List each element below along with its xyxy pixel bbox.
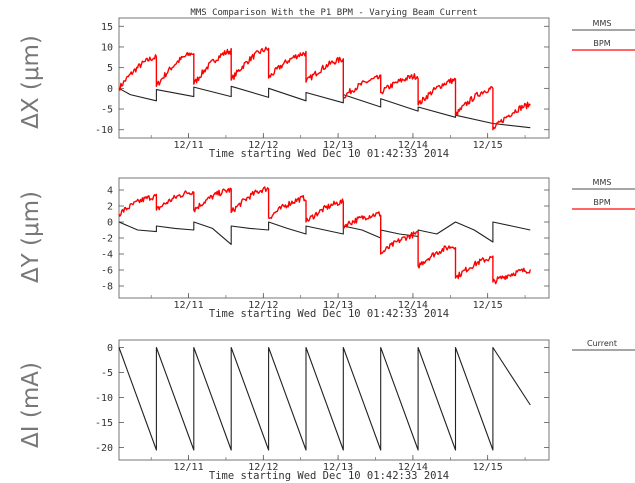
y-tick-label: -8 <box>101 282 113 293</box>
series-bpm-line <box>118 46 531 131</box>
legend-label-mms: MMS <box>593 178 612 187</box>
y-tick-label: -5 <box>101 105 113 116</box>
y-axis-label: ΔY (μm) <box>18 191 44 283</box>
y-tick-label: -4 <box>101 250 113 261</box>
y-tick-label: 5 <box>107 63 113 74</box>
legend-label-mms: MMS <box>593 19 612 28</box>
plot-frame <box>118 339 550 461</box>
x-tick-label: 12/11 <box>173 300 203 311</box>
legend-label-current: Current <box>587 339 617 348</box>
y-tick-label: -15 <box>95 418 113 429</box>
y-tick-label: 10 <box>101 42 113 53</box>
x-tick-label: 12/11 <box>173 462 203 473</box>
series-current-line <box>118 346 531 451</box>
x-tick-label: 12/14 <box>398 140 428 151</box>
y-axis-label: ΔX (μm) <box>18 35 44 129</box>
x-axis-label: Time starting Wed Dec 10 01:42:33 2014 <box>209 308 449 320</box>
x-tick-label: 12/15 <box>473 462 503 473</box>
plot-frame <box>118 17 550 139</box>
x-tick-label: 12/14 <box>398 462 428 473</box>
y-tick-label: -20 <box>95 443 113 454</box>
y-tick-label: 2 <box>107 202 113 213</box>
y-tick-label: 4 <box>107 186 113 197</box>
panel-1: MMS Comparison With the P1 BPM - Varying… <box>18 8 635 160</box>
y-tick-label: 0 <box>107 218 113 229</box>
x-tick-label: 12/12 <box>248 140 278 151</box>
series-mms-line <box>118 221 531 245</box>
y-tick-label: -6 <box>101 266 113 277</box>
x-tick-label: 12/13 <box>323 140 353 151</box>
y-tick-label: 0 <box>107 343 113 354</box>
x-tick-label: 12/14 <box>398 300 428 311</box>
x-tick-label: 12/15 <box>473 300 503 311</box>
panel-3: -20 -15 -10 -5 0 12/11 12/12 12/13 12/14 12/15 Tim… <box>18 339 635 482</box>
chart-title: MMS Comparison With the P1 BPM - Varying… <box>190 8 477 18</box>
x-tick-label: 12/11 <box>173 140 203 151</box>
x-axis-label: Time starting Wed Dec 10 01:42:33 2014 <box>209 470 449 482</box>
x-tick-label: 12/13 <box>323 300 353 311</box>
y-tick-label: -2 <box>101 234 113 245</box>
series-mms-line <box>118 85 531 129</box>
x-tick-label: 12/12 <box>248 462 278 473</box>
y-tick-label: -10 <box>95 393 113 404</box>
y-tick-label: -5 <box>101 368 113 379</box>
y-axis-label: ΔI (mA) <box>18 362 44 448</box>
legend-label-bpm: BPM <box>593 39 610 48</box>
x-tick-label: 12/13 <box>323 462 353 473</box>
series-bpm-line <box>118 186 531 285</box>
y-tick-label: -10 <box>95 125 113 136</box>
panel-2: -8 -6 -4 -2 0 2 4 12/11 12/12 12/13 12/14 12/15 Time… <box>18 177 635 320</box>
y-tick-label: 0 <box>107 84 113 95</box>
x-tick-label: 12/12 <box>248 300 278 311</box>
x-tick-label: 12/15 <box>473 140 503 151</box>
y-tick-label: 15 <box>101 22 113 33</box>
x-axis-label: Time starting Wed Dec 10 01:42:33 2014 <box>209 148 449 160</box>
legend-label-bpm: BPM <box>593 198 610 207</box>
